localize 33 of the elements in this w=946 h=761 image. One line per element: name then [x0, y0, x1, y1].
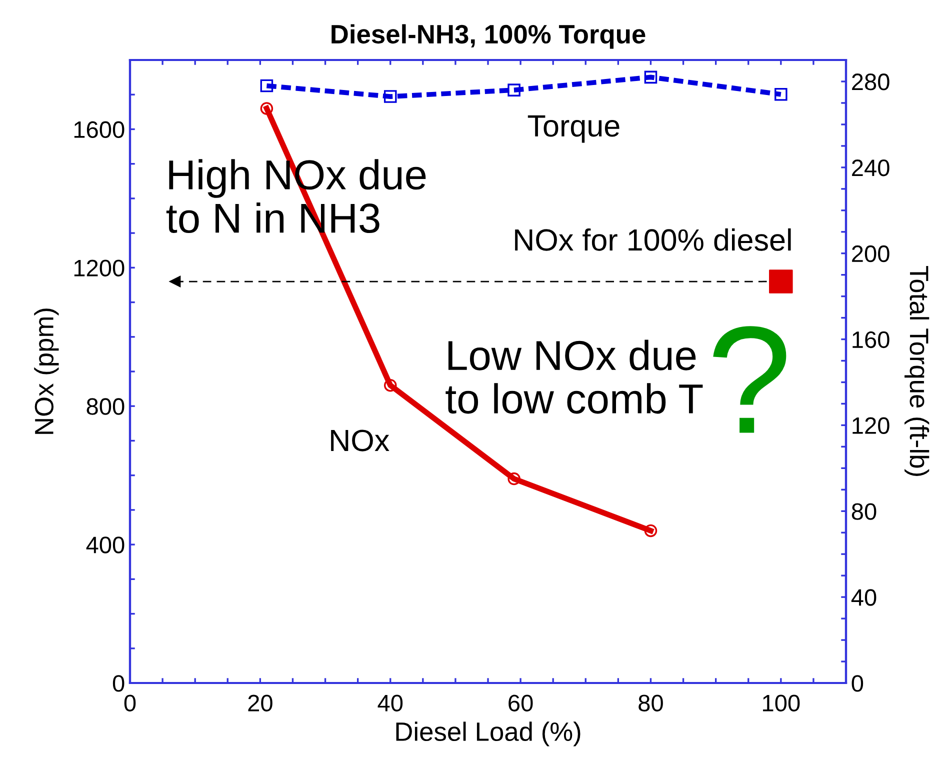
y2-tick-label: 0	[852, 675, 864, 692]
point	[384, 378, 397, 392]
x-tick-label: 40	[378, 694, 403, 712]
annotation: Low NOx due to low comb T	[446, 340, 703, 414]
point	[260, 102, 274, 115]
x-tick-label: 0	[124, 694, 136, 712]
chart-title: Diesel-NH3, 100% Torque	[332, 24, 646, 49]
annotation: Torque	[528, 115, 620, 143]
annotation: NOx	[331, 430, 390, 452]
y-axis-title: NOx (ppm)	[34, 308, 59, 434]
y2-tick-label: 40	[851, 589, 876, 606]
y-tick-label: 0	[112, 675, 124, 692]
annotation: ?	[713, 326, 786, 433]
y-tick-label: 400	[86, 536, 124, 554]
x-tick-label: 80	[638, 694, 663, 712]
y2-tick-label: 240	[852, 159, 890, 176]
x-axis-title: Diesel Load (%)	[396, 722, 580, 746]
y-tick-label: 800	[86, 398, 124, 415]
y2-tick-label: 160	[852, 331, 890, 348]
point	[769, 270, 793, 294]
y2-axis-title: Total Torque (ft-lb)	[904, 266, 930, 476]
point	[508, 472, 520, 486]
y2-tick-label: 120	[852, 417, 890, 434]
y2-tick-label: 280	[852, 74, 890, 90]
x-tick-label: 20	[248, 694, 272, 712]
y-tick-label: 1200	[74, 260, 124, 276]
y2-tick-label: 200	[852, 245, 890, 262]
y-tick-label: 1600	[74, 121, 124, 138]
x-tick-label: 60	[508, 694, 533, 712]
ref-line-label: NOx for 100% diesel	[515, 228, 791, 251]
x-tick-label: 100	[763, 694, 800, 712]
y2-tick-label: 80	[852, 503, 876, 520]
point	[644, 524, 658, 538]
